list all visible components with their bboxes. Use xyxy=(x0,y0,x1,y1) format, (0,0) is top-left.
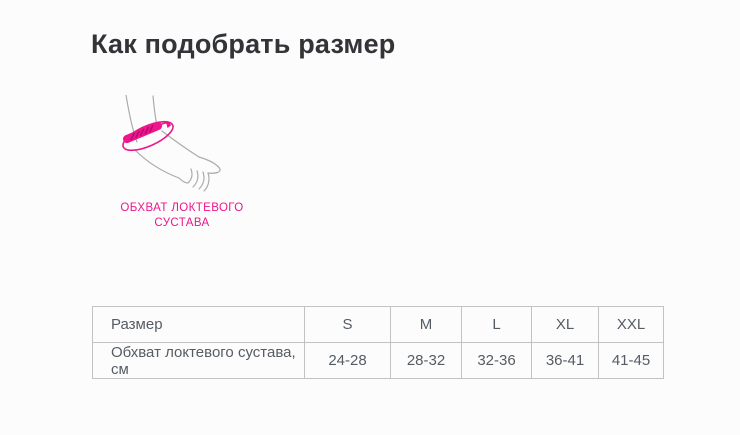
value-xl: 36-41 xyxy=(531,342,599,379)
size-table-header-row: Размер S M L XL XXL xyxy=(92,306,664,343)
page-title: Как подобрать размер xyxy=(91,29,396,59)
size-col-l: L xyxy=(461,306,532,343)
value-m: 28-32 xyxy=(390,342,462,379)
measurement-row-label: Обхват локтевого сустава, см xyxy=(92,342,305,379)
size-col-s: S xyxy=(304,306,391,343)
value-xxl: 41-45 xyxy=(598,342,664,379)
measuring-tape-icon xyxy=(122,120,174,152)
value-s: 24-28 xyxy=(304,342,391,379)
measurement-figure: Обхват локтевого сустава xyxy=(96,95,276,231)
arm-measurement-illustration xyxy=(122,95,221,192)
size-table-values-row: Обхват локтевого сустава, см 24-28 28-32… xyxy=(92,342,664,379)
size-table: Размер S M L XL XXL Обхват локтевого сус… xyxy=(92,306,664,379)
size-table-header-label: Размер xyxy=(92,306,305,343)
size-col-xxl: XXL xyxy=(598,306,664,343)
arm-sketch xyxy=(125,95,221,192)
size-col-xl: XL xyxy=(531,306,599,343)
value-l: 32-36 xyxy=(461,342,532,379)
measurement-caption: Обхват локтевого сустава xyxy=(120,202,244,229)
size-col-m: M xyxy=(390,306,462,343)
